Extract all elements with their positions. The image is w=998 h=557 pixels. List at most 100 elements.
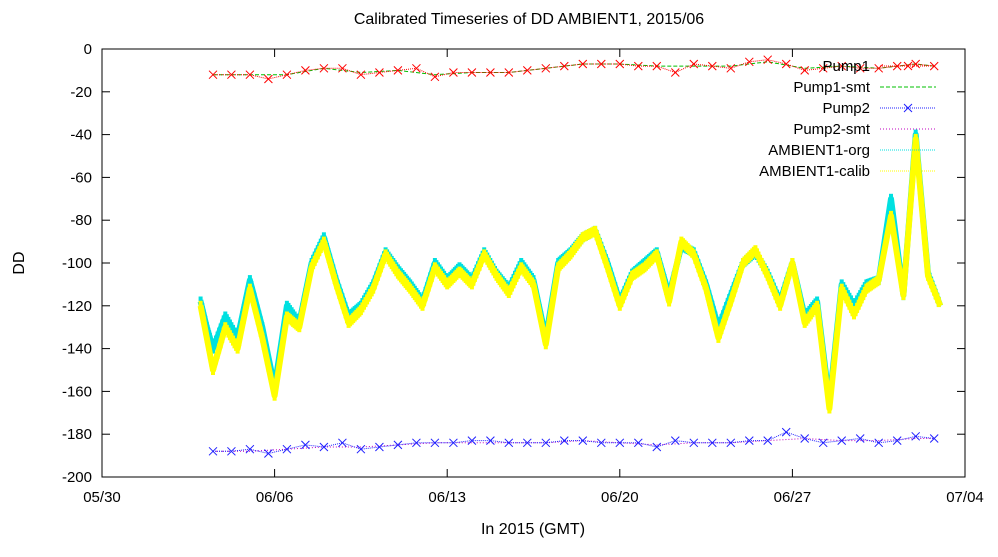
data-point — [486, 68, 495, 77]
y-axis-label: DD — [11, 251, 28, 274]
series-ambient1-calib — [197, 133, 944, 414]
legend-item: Pump1 — [822, 58, 936, 75]
data-point — [504, 68, 514, 77]
data-point — [781, 427, 791, 437]
data-point — [800, 434, 810, 443]
y-tick-label: -180 — [62, 426, 92, 443]
data-point — [227, 70, 236, 80]
data-point — [264, 74, 273, 84]
data-point — [245, 70, 255, 80]
data-point — [707, 61, 717, 71]
legend: Pump1 Pump1-smt Pump2 Pump2-smt AMBIENT1-org… — [759, 58, 936, 180]
data-point — [301, 66, 310, 75]
series-line — [213, 437, 935, 452]
y-tick-label: -80 — [70, 212, 92, 229]
data-point — [929, 434, 939, 443]
data-point — [874, 438, 884, 448]
x-tick-label: 06/20 — [601, 489, 639, 506]
y-tick-label: -200 — [62, 469, 92, 486]
data-point — [652, 61, 662, 71]
data-point — [781, 59, 791, 69]
data-point — [338, 438, 347, 448]
legend-item: Pump2-smt — [793, 121, 936, 138]
series-pump2 — [208, 427, 939, 458]
data-point — [338, 63, 347, 73]
x-tick-label: 07/04 — [946, 489, 984, 506]
x-axis-label: In 2015 (GMT) — [481, 521, 585, 538]
data-point — [522, 66, 532, 75]
y-tick-label: -160 — [62, 383, 92, 400]
data-point — [467, 68, 477, 77]
data-point — [911, 59, 921, 69]
data-point — [818, 438, 828, 448]
series-pump1-smt — [213, 61, 935, 76]
legend-label: AMBIENT1-calib — [759, 163, 870, 180]
legend-marker — [903, 61, 913, 71]
data-point — [615, 59, 625, 69]
data-point — [208, 70, 218, 80]
data-point — [652, 442, 662, 452]
data-point — [541, 438, 551, 448]
data-point — [744, 57, 754, 67]
data-point — [689, 59, 699, 69]
data-point — [578, 59, 588, 69]
legend-label: Pump2 — [822, 100, 870, 117]
data-point — [227, 446, 236, 456]
x-tick-label: 06/27 — [774, 489, 812, 506]
y-tick-label: -60 — [70, 169, 92, 186]
data-point — [837, 436, 847, 445]
data-point — [837, 61, 847, 71]
data-point — [541, 63, 551, 73]
y-tick-label: -140 — [62, 341, 92, 358]
x-tick-label: 06/06 — [256, 489, 294, 506]
y-tick-label: -20 — [70, 84, 92, 101]
data-point — [412, 438, 421, 448]
series-pump2-smt — [213, 437, 935, 452]
legend-item: AMBIENT1-calib — [759, 163, 936, 180]
data-point — [726, 438, 736, 448]
series-pump1 — [208, 55, 939, 84]
x-axis: 05/30 06/06 06/13 06/20 06/27 07/04 — [83, 49, 984, 506]
data-point — [282, 444, 292, 454]
data-point — [670, 436, 680, 445]
data-point — [596, 59, 606, 69]
data-point — [430, 438, 440, 448]
data-point — [855, 434, 865, 443]
data-point — [319, 63, 329, 73]
data-point — [356, 70, 366, 80]
data-point — [467, 436, 477, 445]
data-point — [707, 438, 717, 448]
data-point — [892, 436, 902, 445]
data-point — [393, 66, 403, 75]
data-point — [578, 436, 588, 445]
chart-title: Calibrated Timeseries of DD AMBIENT1, 20… — [354, 11, 704, 28]
data-point — [282, 70, 292, 80]
data-point — [744, 436, 754, 445]
data-point — [486, 436, 495, 445]
data-point — [763, 436, 773, 445]
data-point — [393, 440, 403, 450]
data-point — [559, 61, 569, 71]
data-point — [430, 72, 440, 82]
y-tick-label: -120 — [62, 298, 92, 315]
data-point — [726, 63, 736, 73]
data-point — [911, 431, 921, 441]
data-point — [874, 63, 884, 73]
data-point — [504, 438, 514, 448]
y-tick-label: -100 — [62, 255, 92, 272]
data-point — [264, 449, 273, 458]
data-point — [522, 438, 532, 448]
data-point — [208, 446, 218, 456]
data-point — [818, 63, 828, 73]
data-point — [319, 442, 329, 452]
data-point — [245, 444, 255, 454]
data-point — [670, 68, 680, 77]
data-point — [559, 436, 569, 445]
legend-item: AMBIENT1-org — [768, 142, 936, 159]
y-tick-label: -40 — [70, 127, 92, 144]
data-point — [449, 68, 458, 77]
data-point — [615, 438, 625, 448]
legend-marker — [903, 103, 913, 113]
data-point — [633, 438, 643, 448]
